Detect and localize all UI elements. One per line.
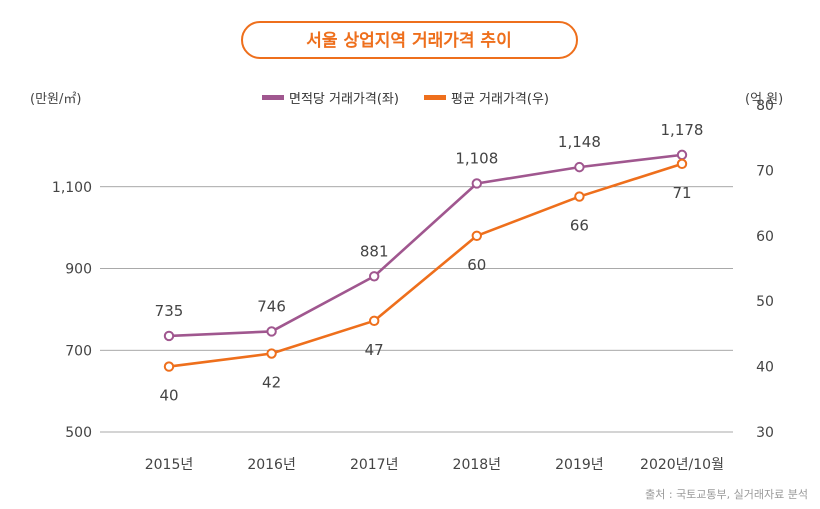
right-axis-unit: (억 원) <box>745 92 783 107</box>
source-note: 출처 : 국토교통부, 실거래자료 분석 <box>645 488 808 501</box>
data-label: 1,148 <box>558 133 601 151</box>
right-tick-label: 50 <box>756 294 774 310</box>
series: 735 746 881 1,108 1,148 1,178 40 42 47 60 66 71 <box>155 121 704 405</box>
series-line <box>168 153 683 338</box>
data-point <box>471 230 482 242</box>
data-point <box>574 191 585 202</box>
data-label: 746 <box>257 297 286 315</box>
left-tick-label: 1,100 <box>52 180 92 196</box>
series-line <box>168 162 683 368</box>
data-point <box>471 178 482 189</box>
title-pill <box>241 21 578 59</box>
data-label: 42 <box>262 374 281 392</box>
chart-title-box: 서울 상업지역 거래가격 추이 <box>241 21 578 59</box>
data-label: 1,108 <box>455 149 498 167</box>
right-tick-label: 60 <box>756 229 774 245</box>
right-tick-label: 80 <box>756 98 774 114</box>
data-label: 60 <box>467 256 486 274</box>
data-point <box>574 161 585 173</box>
left-tick-label: 900 <box>65 262 92 278</box>
series-area-price: 735 746 881 1,108 1,148 1,178 <box>155 121 704 342</box>
data-point <box>266 326 277 337</box>
x-tick-label: 2020년/10월 <box>640 457 724 473</box>
data-label: 735 <box>155 302 184 320</box>
x-tick-label: 2016년 <box>247 457 296 473</box>
right-tick-label: 40 <box>756 360 774 376</box>
data-label: 66 <box>570 217 589 235</box>
left-tick-label: 500 <box>65 425 92 441</box>
data-point <box>369 271 380 282</box>
legend-swatch-avg-price <box>424 95 446 100</box>
data-label: 1,178 <box>661 121 704 139</box>
right-axis-ticks: 30 40 50 60 70 80 <box>756 98 774 441</box>
data-point <box>369 315 380 327</box>
legend-label-area-price: 면적당 거래가격(좌) <box>289 92 399 107</box>
data-label: 40 <box>159 387 178 405</box>
right-tick-label: 70 <box>756 163 774 179</box>
legend-label-avg-price: 평균 거래가격(우) <box>451 92 549 107</box>
right-tick-label: 30 <box>756 425 774 441</box>
x-axis-ticks: 2015년 2016년 2017년 2018년 2019년 2020년/10월 <box>145 457 724 473</box>
data-point <box>676 158 688 170</box>
legend: 면적당 거래가격(좌) 평균 거래가격(우) <box>262 92 549 107</box>
x-tick-label: 2017년 <box>350 457 399 473</box>
data-label: 71 <box>672 184 691 202</box>
data-label: 47 <box>365 341 384 359</box>
left-axis-ticks: 500 700 900 1,100 <box>52 180 92 441</box>
x-tick-label: 2015년 <box>145 457 194 473</box>
data-label: 881 <box>360 242 389 260</box>
legend-swatch-area-price <box>262 95 284 100</box>
data-point <box>676 149 688 161</box>
data-point <box>163 330 175 342</box>
data-point <box>266 348 277 359</box>
data-point <box>163 361 175 372</box>
x-tick-label: 2019년 <box>555 457 604 473</box>
series-avg-price: 40 42 47 60 66 71 <box>159 158 692 405</box>
gridlines <box>100 186 733 433</box>
left-tick-label: 700 <box>65 343 92 359</box>
chart-title: 서울 상업지역 거래가격 추이 <box>306 31 511 51</box>
left-axis-unit: (만원/㎡) <box>30 92 81 107</box>
x-tick-label: 2018년 <box>453 457 502 473</box>
